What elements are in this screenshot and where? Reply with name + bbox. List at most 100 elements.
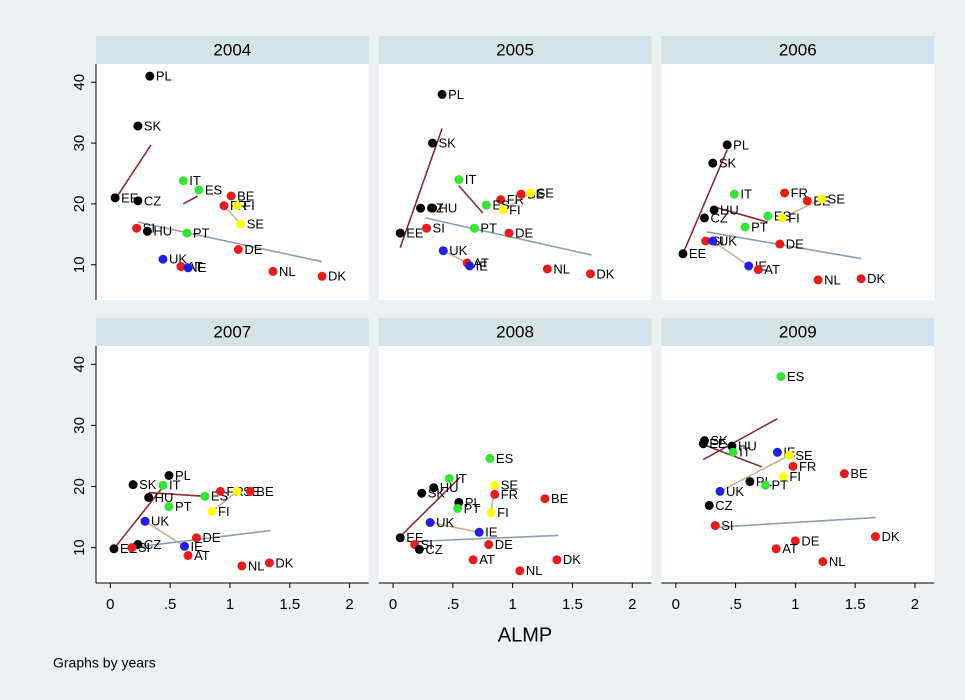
point (468, 555, 478, 565)
point-label: NL (248, 558, 265, 573)
point-label: FR (501, 487, 518, 502)
point (780, 188, 790, 198)
point (490, 489, 500, 499)
y-tick-label: 10 (71, 539, 88, 556)
point-label: BE (256, 484, 274, 499)
point-label: PL (175, 468, 191, 483)
point-label: NL (824, 272, 841, 287)
point (474, 527, 484, 537)
point (778, 472, 788, 482)
point (772, 447, 782, 457)
plot-region (378, 64, 652, 300)
point (526, 188, 536, 198)
point-label: FI (788, 210, 800, 225)
plot-region (378, 346, 652, 583)
strip (661, 318, 935, 346)
point-label: CZ (710, 210, 727, 225)
point (236, 219, 246, 229)
point-label: UK (719, 233, 737, 248)
point-label: UK (449, 243, 467, 258)
x-tick-label: 2 (345, 596, 353, 613)
point-label: BE (850, 466, 868, 481)
point (191, 533, 201, 543)
point (484, 540, 494, 550)
point (802, 196, 812, 206)
point (504, 228, 514, 238)
point-label: IT (739, 445, 751, 460)
point-label: IE (194, 260, 207, 275)
point (245, 486, 255, 496)
point (317, 271, 327, 281)
point (176, 262, 186, 272)
point-label: PT (751, 219, 768, 234)
point (414, 544, 424, 554)
point (775, 239, 785, 249)
point (127, 543, 137, 553)
point (485, 453, 495, 463)
point (233, 245, 243, 255)
fit-line (114, 144, 152, 201)
point (542, 264, 552, 274)
point-label: DK (881, 529, 899, 544)
point-label: SI (138, 540, 150, 555)
point (699, 213, 709, 223)
point (516, 189, 526, 199)
x-tick-label: 1.5 (845, 596, 866, 613)
point (498, 205, 508, 215)
strip (378, 36, 652, 64)
point-label: SK (139, 477, 157, 492)
point (110, 193, 120, 203)
point-label: HU (720, 202, 739, 217)
point-label: AT (764, 262, 780, 277)
y-tick-label: 20 (71, 478, 88, 495)
point-label: DE (786, 236, 804, 251)
fit-line (713, 516, 876, 529)
point-label: SE (501, 478, 519, 493)
point-label: HU (439, 201, 458, 216)
point-label: PT (175, 499, 192, 514)
point-label: PT (464, 501, 481, 516)
fit-line (712, 240, 750, 267)
note: Graphs by years (53, 655, 156, 671)
point (158, 480, 168, 490)
point (469, 223, 479, 233)
point (264, 558, 274, 568)
point (395, 228, 405, 238)
x-tick-label: 1 (791, 596, 799, 613)
fit-line (719, 454, 790, 493)
fit-line (781, 198, 823, 219)
point-label: FR (799, 459, 816, 474)
point-label: DE (801, 533, 819, 548)
point-label: PT (480, 221, 497, 236)
point (856, 274, 866, 284)
point-label: HU (440, 480, 459, 495)
point (540, 494, 550, 504)
point (698, 439, 708, 449)
point-label: SI (433, 221, 445, 236)
point-label: SE (537, 185, 555, 200)
point-label: PL (733, 137, 749, 152)
point-label: FI (218, 504, 230, 519)
point (183, 263, 193, 273)
point (454, 175, 464, 185)
point-label: SE (828, 191, 846, 206)
point (437, 89, 447, 99)
fit-line (140, 529, 271, 548)
point (760, 480, 770, 490)
point-label: IT (189, 173, 201, 188)
point (481, 200, 491, 210)
point (444, 474, 454, 484)
x-tick-label: 2 (911, 596, 919, 613)
point (226, 191, 236, 201)
point-label: CZ (144, 537, 161, 552)
point-label: IT (169, 478, 181, 493)
point (678, 249, 688, 259)
point-label: AT (782, 541, 798, 556)
x-tick-label: 2 (628, 596, 636, 613)
x-tick-label: .5 (729, 596, 742, 613)
x-tick-label: 1.5 (562, 596, 583, 613)
y-tick-label: 30 (71, 135, 88, 152)
point (145, 71, 155, 81)
